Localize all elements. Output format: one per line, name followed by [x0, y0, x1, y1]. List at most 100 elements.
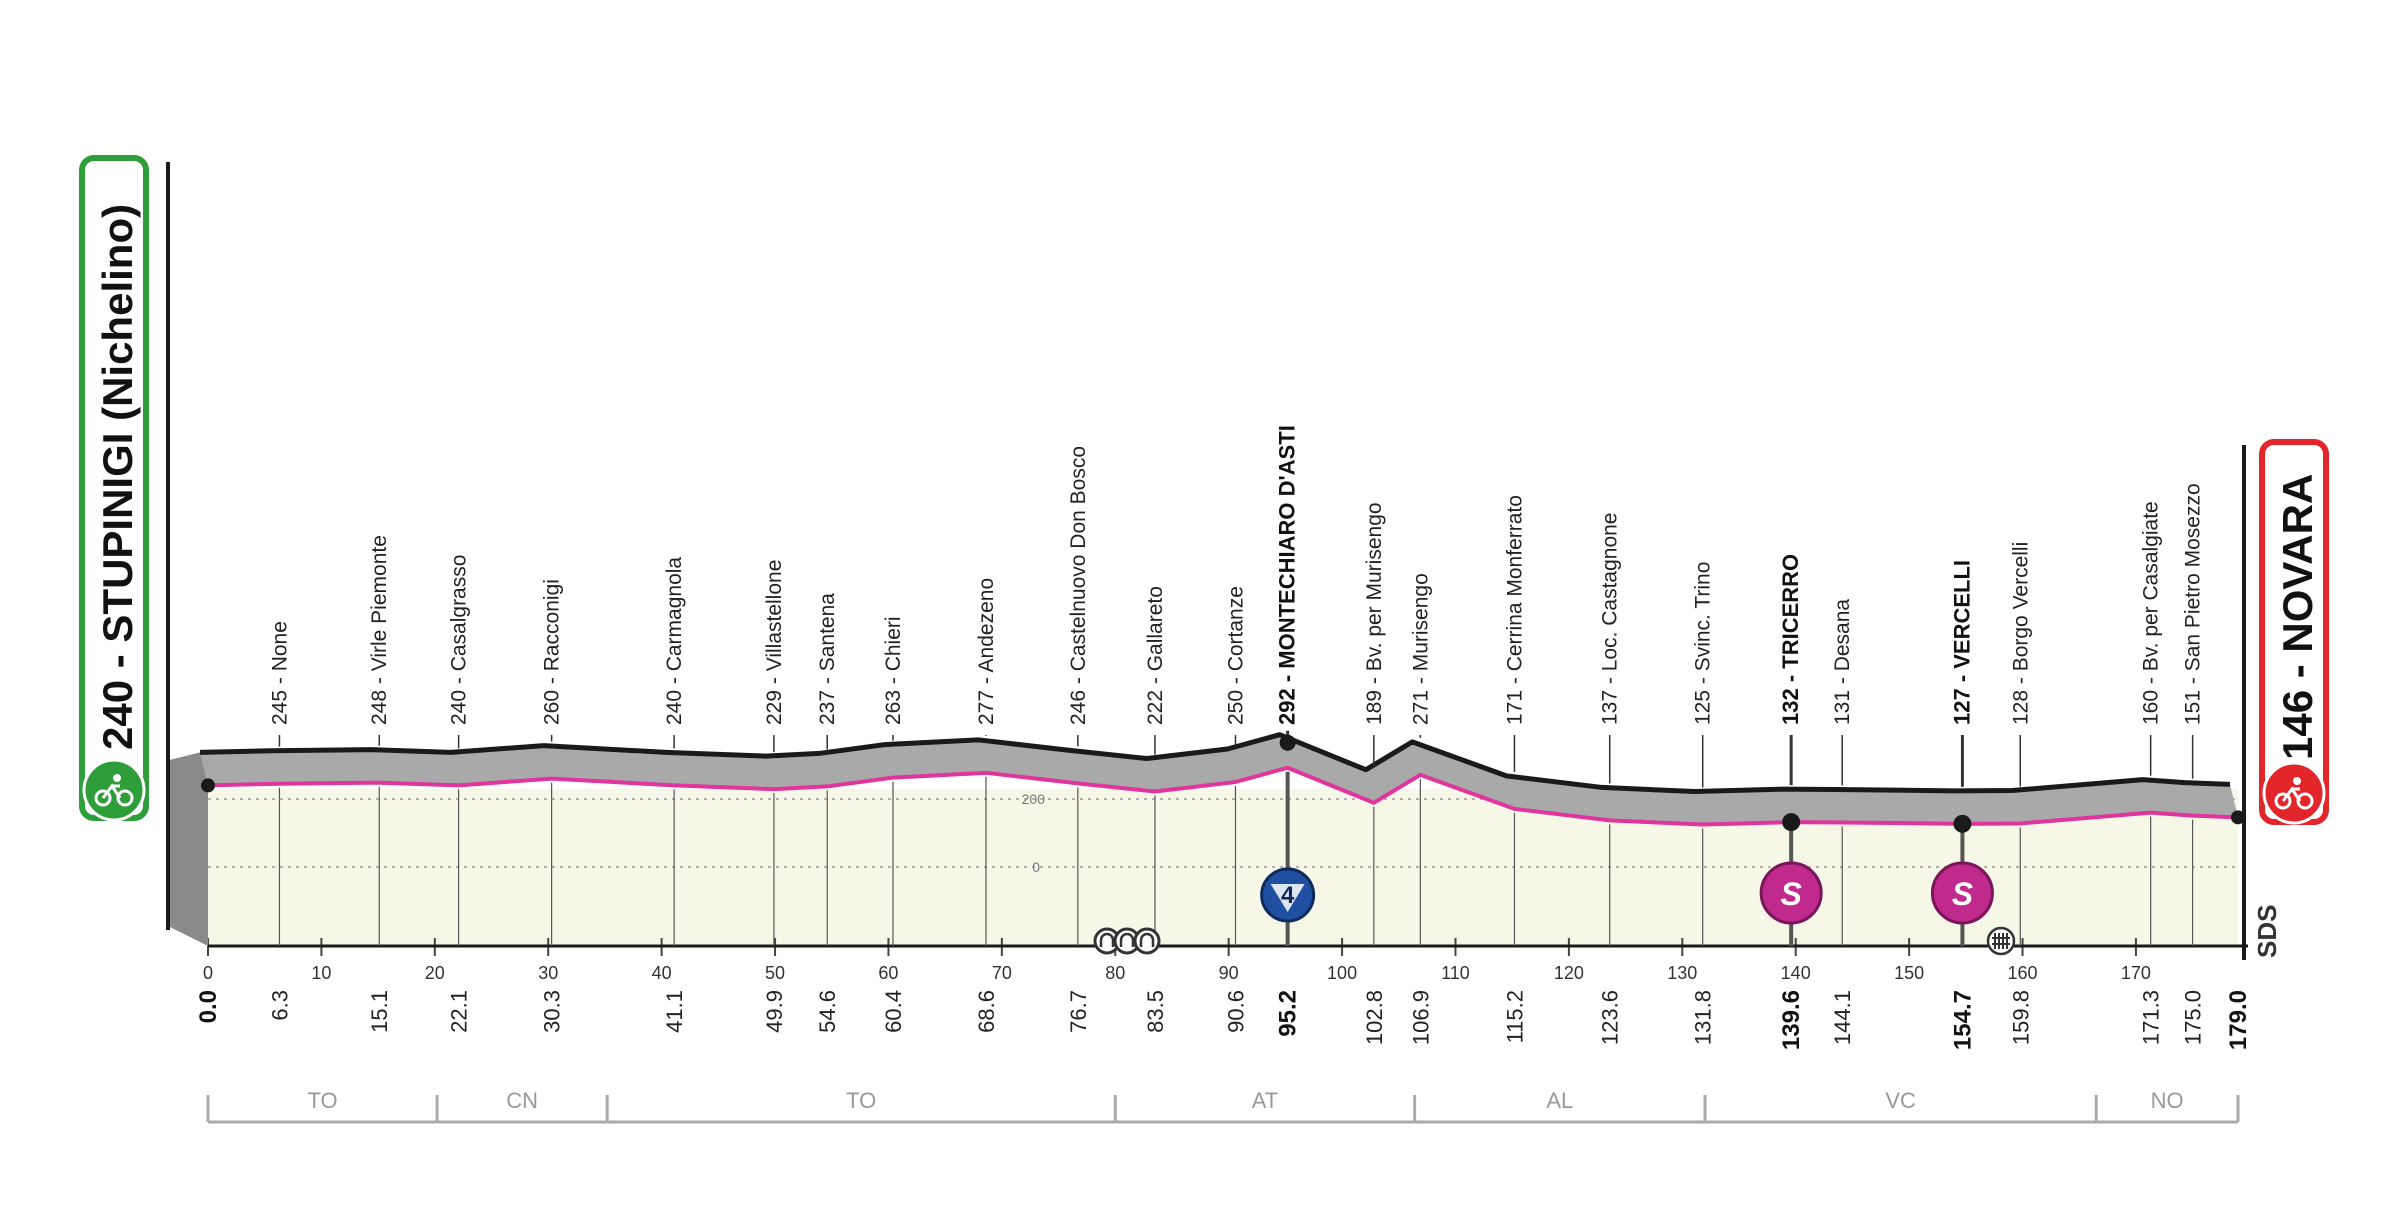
waypoint-km-label: 15.1 [367, 990, 392, 1033]
waypoint-km-label: 68.6 [974, 990, 999, 1033]
km-tick-label: 50 [765, 963, 785, 983]
waypoint-km-label: 102.8 [1362, 990, 1387, 1045]
km-tick-label: 30 [538, 963, 558, 983]
km-tick-marks: 0 10 20 30 40 50 60 70 80 90 100 110 120 130 140 150 160… [203, 938, 2151, 983]
waypoint-km-label: 115.2 [1502, 990, 1527, 1043]
tunnel-icon [1093, 927, 1161, 955]
waypoint-km-label: 175.0 [2181, 990, 2206, 1045]
altitude-label-200: 200 [1022, 791, 1046, 807]
waypoint-town-label: 132 - TRICERRO [1778, 554, 1803, 725]
finish-label: 146 - NOVARA [2274, 474, 2321, 760]
waypoint-town-label: 260 - Racconigi [541, 579, 564, 725]
province-label: VC [1885, 1088, 1916, 1113]
km-tick-label: 170 [2121, 963, 2151, 983]
km-tick-label: 130 [1667, 963, 1697, 983]
waypoint-town-label: 240 - Casalgrasso [448, 555, 471, 725]
km-tick-label: 70 [992, 963, 1012, 983]
waypoint-town-label: 137 - Loc. Castagnone [1599, 513, 1622, 725]
km-tick-label: 10 [311, 963, 331, 983]
elevation-profile-side [168, 752, 208, 946]
sprint-label: S [1952, 876, 1974, 912]
waypoint-town-label: 131 - Desana [1831, 599, 1854, 725]
railway-crossing-icon [1986, 926, 2016, 956]
province-label: AL [1546, 1088, 1573, 1113]
waypoint-km-label: 54.6 [815, 990, 840, 1033]
waypoint-town-label: 271 - Murisengo [1409, 573, 1432, 725]
km-tick-label: 160 [2008, 963, 2038, 983]
waypoint-km-label: 154.7 [1949, 990, 1976, 1050]
sprint-badge: S [1759, 861, 1823, 925]
km-tick-label: 100 [1327, 963, 1357, 983]
waypoint-town-label: 127 - VERCELLI [1949, 560, 1974, 725]
endpoint-dot [2231, 810, 2245, 825]
endpoint-dot [201, 778, 215, 793]
waypoint-km-label: 30.3 [540, 990, 565, 1033]
waypoint-town-label: 292 - MONTECHIARO D'ASTI [1275, 425, 1300, 725]
province-label: CN [506, 1088, 538, 1113]
waypoint-town-label: 250 - Cortanze [1224, 586, 1247, 725]
waypoint-km-label: 49.9 [762, 990, 787, 1033]
province-label: TO [846, 1088, 876, 1113]
province-label: TO [307, 1088, 337, 1113]
waypoint-km-label: 83.5 [1143, 990, 1168, 1033]
waypoint-town-label: 240 - Carmagnola [663, 557, 686, 725]
altitude-label-0: 0 [1032, 859, 1040, 875]
sprint-dot [1953, 814, 1972, 833]
elevation-profile-top [200, 734, 2238, 825]
km-tick-label: 20 [425, 963, 445, 983]
waypoint-town-label: 245 - None [268, 621, 291, 725]
waypoint-town-label: 189 - Bv. per Murisengo [1363, 502, 1386, 725]
start-badge: 240 - STUPINIGI (Nichelino) [79, 155, 149, 822]
waypoint-km-label: 159.8 [2008, 990, 2033, 1045]
waypoint-town-label: 248 - Virle Piemonte [368, 535, 391, 725]
waypoint-town-label: 277 - Andezeno [975, 578, 998, 725]
waypoint-town-label: 125 - Svinc. Trino [1692, 562, 1715, 725]
province-layer: TO CN TO AT AL VC NO [206, 1088, 2240, 1124]
km-tick-label: 140 [1781, 963, 1811, 983]
sprint-label: S [1781, 876, 1803, 912]
sprint-badge: S [1930, 861, 1994, 925]
elevation-profile-edge [199, 732, 2231, 794]
km-tick-label: 80 [1105, 963, 1125, 983]
waypoint-town-label: 263 - Chieri [882, 616, 905, 725]
waypoint-km-label: 41.1 [662, 990, 687, 1033]
maglia-rosa-line [207, 765, 2239, 827]
waypoint-town-label: 128 - Borgo Vercelli [2009, 542, 2032, 725]
waypoint-town-label: 237 - Santena [816, 593, 839, 725]
km-tick-label: 0 [203, 963, 213, 983]
kom-dot [1279, 734, 1296, 751]
waypoint-town-label: 222 - Gallareto [1144, 586, 1167, 725]
sprint-dot [1782, 813, 1801, 832]
kom-badge: 4 [1260, 867, 1316, 923]
km-tick-label: 110 [1441, 963, 1470, 983]
waypoint-km-label: 106.9 [1408, 990, 1433, 1045]
waypoint-km-label: 144.1 [1830, 990, 1855, 1045]
waypoint-km-label: 60.4 [881, 990, 906, 1033]
km-tick-label: 120 [1554, 963, 1584, 983]
km-tick-label: 60 [878, 963, 898, 983]
waypoint-town-label: 229 - Villastellone [763, 560, 786, 725]
waypoint-town-label: 171 - Cerrina Monferrato [1503, 495, 1526, 725]
km-tick-label: 40 [652, 963, 672, 983]
finish-badge: 146 - NOVARA [2259, 439, 2329, 825]
sds-logo: SDS [2252, 905, 2282, 958]
waypoint-town-label: 246 - Castelnuovo Don Bosco [1067, 446, 1090, 725]
kom-category-label: 4 [1281, 882, 1295, 909]
waypoint-km-label: 139.6 [1778, 990, 1805, 1050]
waypoint-layer: 0.0 245 - None 6.3 248 - Virle Piemonte 15.1… [195, 425, 2252, 1050]
waypoint-town-label: 160 - Bv. per Casalgiate [2140, 501, 2163, 725]
waypoint-town-label: 151 - San Pietro Mosezzo [2182, 483, 2205, 725]
waypoint-km-label: 90.6 [1223, 990, 1248, 1033]
waypoint-km-label: 131.8 [1691, 990, 1716, 1045]
waypoint-km-label: 22.1 [447, 990, 472, 1033]
waypoint-km-label: 179.0 [2225, 990, 2252, 1050]
start-label: 240 - STUPINIGI (Nichelino) [94, 204, 141, 750]
km-tick-label: 90 [1219, 963, 1239, 983]
province-label: NO [2151, 1088, 2184, 1113]
waypoint-km-label: 0.0 [195, 990, 222, 1023]
waypoint-km-label: 123.6 [1598, 990, 1623, 1045]
waypoint-km-label: 6.3 [267, 990, 292, 1021]
km-tick-label: 150 [1894, 963, 1924, 983]
province-label: AT [1252, 1088, 1278, 1113]
